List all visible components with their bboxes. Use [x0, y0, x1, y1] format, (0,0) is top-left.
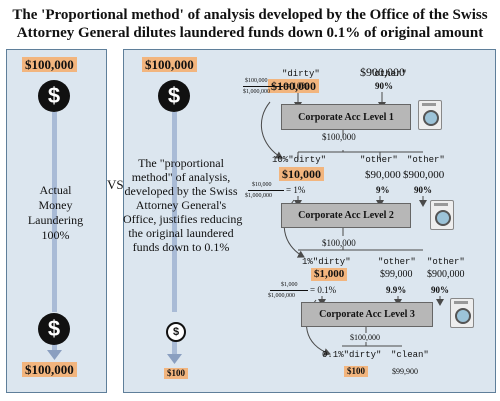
l2-other-amount-2: $900,000: [403, 169, 445, 181]
left-label-4: 100%: [41, 228, 70, 242]
dollar-coin-icon: $: [166, 322, 186, 342]
middle-text-3: developed by the Swiss: [124, 184, 238, 198]
l2-other-amount-1: $90,000: [365, 169, 401, 181]
l2-frac-den: $1,000,000: [245, 193, 272, 199]
middle-text-6: the original laundered: [128, 226, 234, 240]
dollar-coin-icon: $: [38, 313, 70, 345]
l2-pct-2: 90%: [414, 185, 432, 195]
corporate-account-level-2-box: Corporate Acc Level 2: [281, 203, 411, 228]
l1-dirty-amount: $100,000: [268, 79, 319, 93]
corporate-account-level-1-box: Corporate Acc Level 1: [281, 104, 411, 130]
box1-output: $100,000: [322, 132, 356, 142]
title-line-2: Attorney General dilutes laundered funds…: [16, 25, 484, 41]
dollar-coin-icon: $: [38, 80, 70, 112]
l2-pct-1: 9%: [376, 185, 390, 195]
l3-pct-1: 9.9%: [386, 285, 407, 295]
l3-pct-2: 90%: [431, 285, 449, 295]
middle-text-2: method" of analysis,: [131, 170, 231, 184]
l2-dirty-label: 10%"dirty": [272, 155, 327, 165]
left-label-3: Laundering: [27, 213, 84, 227]
final-clean-amount: $99,900: [392, 367, 418, 376]
washing-machine-icon: [418, 100, 442, 130]
title-line-1: The 'Proportional method' of analysis de…: [12, 7, 488, 23]
corporate-account-level-3-box: Corporate Acc Level 3: [301, 302, 433, 327]
l2-other-label-1: "other": [360, 155, 398, 165]
l1-other-label: "other": [369, 69, 407, 79]
middle-bottom-amount: $100: [164, 368, 188, 379]
middle-top-amount: $100,000: [142, 57, 197, 72]
middle-text-1: The "proportional: [138, 156, 224, 170]
washing-machine-icon: [430, 200, 454, 230]
l3-other-label-1: "other": [378, 257, 416, 267]
washing-machine-icon: [450, 298, 474, 328]
vs-label: VS: [107, 177, 124, 192]
l3-frac-bar: [270, 290, 308, 291]
l1-frac-bar: [243, 86, 283, 87]
final-dirty-label: 0.1%"dirty": [322, 350, 382, 360]
l3-other-label-2: "other": [427, 257, 465, 267]
l2-frac-num: $10,000: [252, 182, 272, 188]
left-bottom-amount: $100,000: [22, 362, 77, 377]
l3-dirty-amount: $1,000: [311, 268, 348, 281]
l2-dirty-amount: $10,000: [279, 167, 324, 181]
middle-text-4: Attorney General's: [135, 198, 227, 212]
l3-dirty-label: 1%"dirty": [302, 257, 351, 267]
l3-frac-num: $1,000: [281, 282, 298, 288]
l3-other-amount-1: $99,000: [380, 269, 413, 280]
left-label-2: Money: [38, 198, 73, 212]
l2-other-label-2: "other": [407, 155, 445, 165]
left-label-1: Actual: [39, 183, 72, 197]
l1-other-amount: $900,000: [360, 65, 405, 79]
left-top-amount: $100,000: [22, 57, 77, 72]
l1-frac-num: $100,000: [245, 78, 268, 84]
middle-text-7: funds down to 0.1%: [132, 240, 230, 254]
l3-equals: = 0.1%: [310, 285, 337, 295]
l2-frac-bar: [248, 190, 284, 191]
l3-other-amount-2: $900,000: [427, 269, 465, 280]
middle-text-5: Office, justifies reducing: [123, 212, 243, 226]
l3-frac-den: $1,000,000: [268, 293, 295, 299]
final-dirty-amount: $100: [344, 366, 368, 377]
l1-other-pct: 90%: [375, 81, 393, 91]
box2-output: $100,000: [322, 238, 356, 248]
l1-dirty-label: "dirty": [282, 69, 320, 79]
final-clean-label: "clean": [391, 350, 429, 360]
l2-equals: = 1%: [286, 185, 306, 195]
box3-output: $100,000: [350, 333, 380, 342]
l1-frac-den: $1,000,000: [243, 89, 270, 95]
l1-equals: = 10%: [285, 81, 309, 91]
dollar-coin-icon: $: [158, 80, 190, 112]
